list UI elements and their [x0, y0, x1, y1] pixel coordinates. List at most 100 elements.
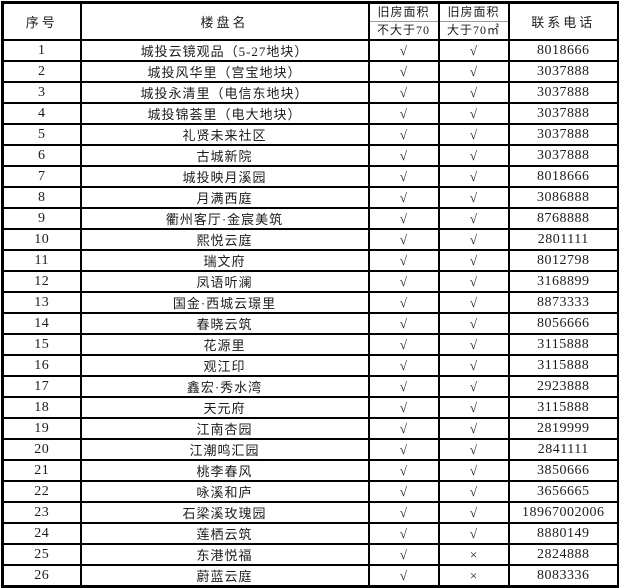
- cell-area-gt70-mark: √: [437, 228, 510, 251]
- cell-no: 20: [1, 438, 82, 461]
- cell-area-le70-mark: √: [367, 312, 440, 335]
- cell-no: 15: [1, 333, 82, 356]
- cell-name: 衢州客厅·金宸美筑: [79, 207, 370, 230]
- cell-name: 凤语听澜: [79, 270, 370, 293]
- cell-area-gt70-mark: √: [437, 291, 510, 314]
- cell-area-gt70-mark: √: [437, 333, 510, 356]
- cell-no: 5: [1, 123, 82, 146]
- table-row: 23 石梁溪玫瑰园 √ √ 18967002006: [1, 501, 619, 524]
- cell-area-gt70-mark: √: [437, 375, 510, 398]
- cell-no: 8: [1, 186, 82, 209]
- cell-area-le70-mark: √: [367, 333, 440, 356]
- cell-no: 17: [1, 375, 82, 398]
- cell-name: 蔚蓝云庭: [79, 564, 370, 588]
- cell-area-gt70-mark: √: [437, 501, 510, 524]
- cell-area-le70-mark: √: [367, 564, 440, 588]
- table-row: 4 城投锦荟里（电大地块） √ √ 3037888: [1, 102, 619, 125]
- cell-phone: 8083336: [507, 564, 619, 588]
- cell-area-gt70-mark: √: [437, 249, 510, 272]
- cell-area-le70-mark: √: [367, 480, 440, 503]
- cell-phone: 8018666: [507, 165, 619, 188]
- table-row: 11 瑞文府 √ √ 8012798: [1, 249, 619, 272]
- cell-area-le70-mark: √: [367, 396, 440, 419]
- cell-area-le70-mark: √: [367, 375, 440, 398]
- cell-area-le70-mark: √: [367, 354, 440, 377]
- col-header-area-gt70-line2: 大于70㎡: [440, 21, 507, 38]
- cell-phone: 3037888: [507, 123, 619, 146]
- cell-phone: 2819999: [507, 417, 619, 440]
- cell-name: 鑫宏·秀水湾: [79, 375, 370, 398]
- cell-phone: 2841111: [507, 438, 619, 461]
- cell-phone: 18967002006: [507, 501, 619, 524]
- table-row: 19 江南杏园 √ √ 2819999: [1, 417, 619, 440]
- table-row: 15 花源里 √ √ 3115888: [1, 333, 619, 356]
- cell-no: 6: [1, 144, 82, 167]
- col-header-no: 序号: [1, 1, 82, 41]
- cell-area-gt70-mark: √: [437, 81, 510, 104]
- cell-name: 观江印: [79, 354, 370, 377]
- table-row: 6 古城新院 √ √ 3037888: [1, 144, 619, 167]
- table-row: 26 蔚蓝云庭 √ × 8083336: [1, 564, 619, 588]
- cell-area-gt70-mark: √: [437, 102, 510, 125]
- table-row: 9 衢州客厅·金宸美筑 √ √ 8768888: [1, 207, 619, 230]
- cell-no: 16: [1, 354, 82, 377]
- cell-phone: 3115888: [507, 396, 619, 419]
- cell-area-le70-mark: √: [367, 522, 440, 545]
- cell-area-gt70-mark: √: [437, 165, 510, 188]
- cell-no: 18: [1, 396, 82, 419]
- table-row: 2 城投风华里（宫宝地块） √ √ 3037888: [1, 60, 619, 83]
- cell-area-gt70-mark: √: [437, 207, 510, 230]
- col-header-area-le70-lines: 旧房面积 不大于70: [370, 4, 437, 38]
- cell-no: 10: [1, 228, 82, 251]
- cell-name: 春晓云筑: [79, 312, 370, 335]
- cell-area-le70-mark: √: [367, 438, 440, 461]
- cell-area-le70-mark: √: [367, 123, 440, 146]
- cell-name: 古城新院: [79, 144, 370, 167]
- cell-phone: 8012798: [507, 249, 619, 272]
- cell-no: 9: [1, 207, 82, 230]
- cell-name: 城投锦荟里（电大地块）: [79, 102, 370, 125]
- table-row: 25 东港悦福 √ × 2824888: [1, 543, 619, 566]
- cell-no: 24: [1, 522, 82, 545]
- cell-area-le70-mark: √: [367, 207, 440, 230]
- table-body: 1 城投云镜观品（5-27地块） √ √ 8018666 2 城投风华里（宫宝地…: [1, 39, 619, 588]
- cell-no: 4: [1, 102, 82, 125]
- cell-area-le70-mark: √: [367, 291, 440, 314]
- col-header-area-gt70-lines: 旧房面积 大于70㎡: [440, 4, 507, 38]
- cell-no: 2: [1, 60, 82, 83]
- cell-area-le70-mark: √: [367, 228, 440, 251]
- cell-area-le70-mark: √: [367, 144, 440, 167]
- col-header-area-gt70-line1: 旧房面积: [447, 5, 500, 19]
- col-header-phone: 联系电话: [507, 1, 619, 41]
- cell-area-gt70-mark: √: [437, 438, 510, 461]
- cell-area-le70-mark: √: [367, 81, 440, 104]
- cell-area-gt70-mark: √: [437, 522, 510, 545]
- table-row: 5 礼贤未来社区 √ √ 3037888: [1, 123, 619, 146]
- cell-phone: 8018666: [507, 39, 619, 62]
- cell-area-gt70-mark: √: [437, 396, 510, 419]
- cell-name: 月满西庭: [79, 186, 370, 209]
- cell-area-le70-mark: √: [367, 501, 440, 524]
- cell-phone: 8768888: [507, 207, 619, 230]
- cell-no: 21: [1, 459, 82, 482]
- cell-name: 国金·西城云璟里: [79, 291, 370, 314]
- cell-phone: 2923888: [507, 375, 619, 398]
- col-header-area-le70-line1: 旧房面积: [377, 5, 430, 19]
- table-row: 7 城投映月溪园 √ √ 8018666: [1, 165, 619, 188]
- cell-area-le70-mark: √: [367, 186, 440, 209]
- table-row: 8 月满西庭 √ √ 3086888: [1, 186, 619, 209]
- table-row: 13 国金·西城云璟里 √ √ 8873333: [1, 291, 619, 314]
- cell-phone: 3037888: [507, 81, 619, 104]
- table-row: 24 莲栖云筑 √ √ 8880149: [1, 522, 619, 545]
- cell-name: 熙悦云庭: [79, 228, 370, 251]
- cell-no: 26: [1, 564, 82, 588]
- table-row: 1 城投云镜观品（5-27地块） √ √ 8018666: [1, 39, 619, 62]
- cell-phone: 3037888: [507, 144, 619, 167]
- cell-phone: 3168899: [507, 270, 619, 293]
- cell-no: 1: [1, 39, 82, 62]
- cell-area-gt70-mark: √: [437, 480, 510, 503]
- cell-no: 7: [1, 165, 82, 188]
- table-row: 10 熙悦云庭 √ √ 2801111: [1, 228, 619, 251]
- cell-area-gt70-mark: √: [437, 459, 510, 482]
- header-row: 序号 楼盘名 旧房面积 不大于70 旧房面积 大于70㎡ 联系电话: [1, 1, 619, 41]
